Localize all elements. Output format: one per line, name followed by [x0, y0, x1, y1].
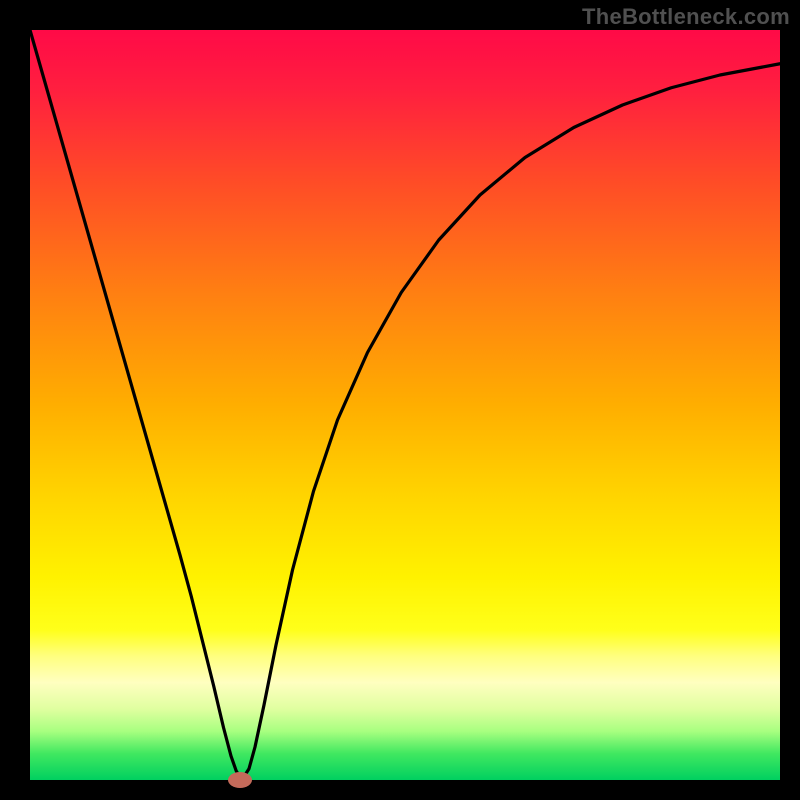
watermark-text: TheBottleneck.com [582, 4, 790, 30]
optimal-point-marker [228, 772, 252, 788]
bottleneck-chart-svg [0, 0, 800, 800]
plot-background [30, 30, 780, 780]
chart-container: TheBottleneck.com [0, 0, 800, 800]
